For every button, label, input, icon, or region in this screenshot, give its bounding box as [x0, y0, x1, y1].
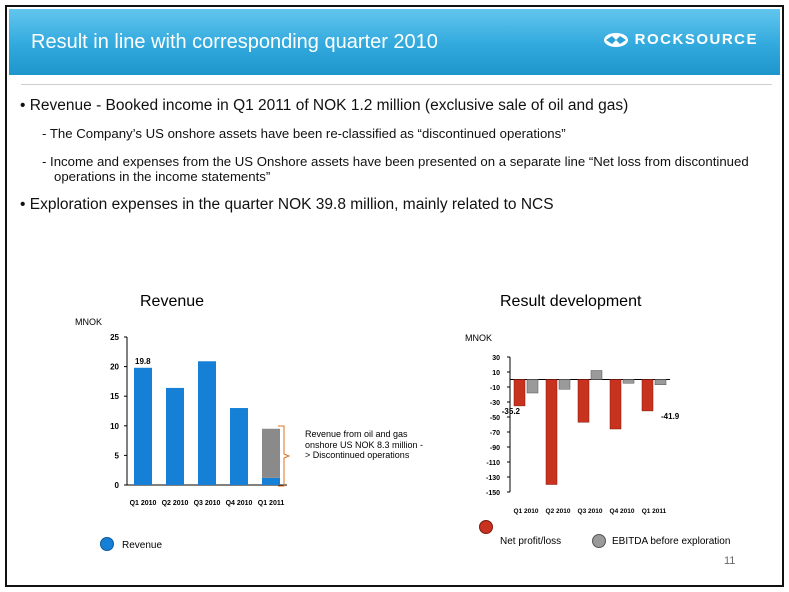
revenue-x-tick-label: Q1 2011: [258, 500, 285, 507]
revenue-chart: 0 5 10 15 20 25 Q1 2010 Q2 2010 Q3 2010 Q4 2010 Q1…: [110, 333, 287, 507]
discontinued-bar: [262, 428, 280, 478]
revenue-bar: [166, 387, 184, 485]
result-x-tick-label: Q4 2010: [610, 508, 635, 515]
rocksource-logo-icon: [603, 32, 628, 47]
revenue-bar: [230, 408, 248, 485]
result-y-tick-label: -130: [486, 475, 500, 482]
revenue-x-tick-label: Q3 2010: [194, 500, 221, 507]
result-y-tick-label: -50: [490, 415, 500, 422]
revenue-x-tick-label: Q2 2010: [162, 500, 189, 507]
result-x-tick-label: Q1 2010: [514, 508, 539, 515]
ebitda-legend-swatch: [592, 534, 606, 548]
result-chart-title: Result development: [500, 293, 642, 310]
result-y-tick-label: -90: [490, 445, 500, 452]
revenue-y-tick-label: 25: [110, 333, 119, 342]
result-y-tick-label: -70: [490, 430, 500, 437]
discontinued-annotation: Revenue from oil and gas onshore US NOK …: [305, 429, 424, 460]
divider: [21, 84, 772, 85]
result-y-tick-label: -10: [490, 385, 500, 392]
discontinued-bracket-icon: [278, 425, 291, 487]
bullet-revenue: • Revenue - Booked income in Q1 2011 of …: [20, 97, 629, 114]
result-data-label: -35.2: [502, 407, 521, 416]
revenue-data-label: 19.8: [135, 357, 151, 366]
ebitda-bar: [558, 379, 571, 390]
ebitda-bar: [590, 370, 603, 380]
revenue-x-tick-label: Q1 2010: [130, 500, 157, 507]
revenue-chart-title: Revenue: [140, 293, 205, 310]
net-profit-bar: [609, 379, 622, 430]
ebitda-legend-label: EBITDA before exploration: [612, 536, 731, 547]
logo-text: ROCKSOURCE: [634, 31, 758, 48]
net-profit-bar: [513, 379, 526, 407]
ebitda-bar: [654, 379, 667, 385]
result-y-tick-label: -30: [490, 400, 500, 407]
slide-title: Result in line with corresponding quarte…: [31, 31, 438, 53]
revenue-y-tick-label: 10: [110, 422, 119, 431]
revenue-legend-label: Revenue: [122, 540, 163, 551]
revenue-y-unit: MNOK: [75, 317, 102, 327]
revenue-legend-swatch: [100, 537, 114, 551]
net-profit-bar: [641, 379, 654, 412]
revenue-y-tick-label: 0: [115, 481, 120, 490]
result-y-tick-label: -150: [486, 490, 500, 497]
revenue-bar: [198, 361, 216, 485]
page-number: 11: [724, 555, 736, 567]
net-profit-legend-label: Net profit/loss: [500, 536, 562, 547]
result-x-tick-label: Q1 2011: [642, 508, 667, 515]
result-data-label: -41.9: [661, 412, 680, 421]
result-y-unit: MNOK: [465, 333, 492, 343]
result-y-tick-label: 30: [492, 355, 500, 362]
revenue-y-tick-label: 5: [115, 451, 120, 460]
subbullet-income-expenses: - Income and expenses from the US Onshor…: [42, 154, 749, 184]
ebitda-bar: [622, 379, 635, 384]
revenue-y-tick-label: 15: [110, 392, 119, 401]
company-logo: ROCKSOURCE: [603, 31, 758, 48]
revenue-y-tick-label: 20: [110, 363, 119, 372]
result-y-tick-label: -110: [486, 460, 500, 467]
result-x-tick-label: Q2 2010: [546, 508, 571, 515]
net-profit-bar: [545, 379, 558, 485]
result-y-tick-label: 10: [492, 370, 500, 377]
result-chart: 30 10 -10 -30 -50 -70 -90 -110 -130 -150 Q1 2010 Q2…: [486, 355, 680, 515]
result-x-tick-label: Q3 2010: [578, 508, 603, 515]
title-bar: Result in line with corresponding quarte…: [9, 9, 780, 75]
net-profit-bar: [577, 379, 590, 423]
subbullet-reclassified: - The Company’s US onshore assets have b…: [42, 126, 566, 141]
slide: Result in line with corresponding quarte…: [5, 5, 784, 587]
ebitda-bar: [526, 379, 539, 394]
revenue-bar: [262, 477, 280, 485]
net-profit-legend-swatch: [479, 520, 493, 534]
revenue-x-tick-label: Q4 2010: [226, 500, 253, 507]
revenue-bar: [134, 367, 152, 485]
bullet-exploration: • Exploration expenses in the quarter NO…: [20, 196, 554, 213]
